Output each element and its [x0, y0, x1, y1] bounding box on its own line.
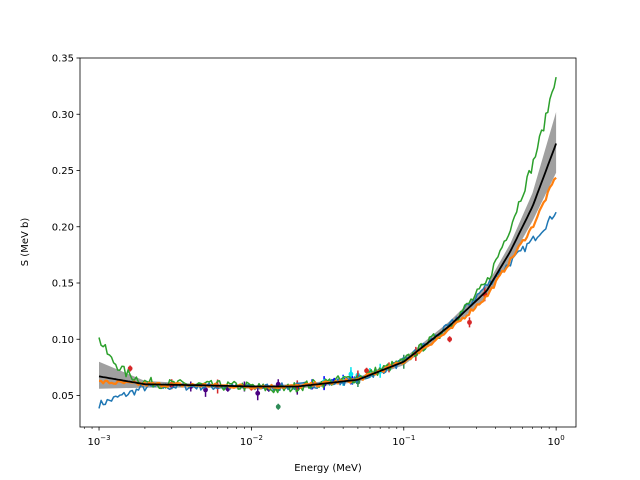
plot-content	[98, 76, 557, 410]
y-tick-label: 0.35	[52, 54, 74, 65]
y-tick-label: 0.25	[52, 166, 74, 177]
data-point	[447, 336, 453, 342]
y-tick-label: 0.20	[52, 222, 74, 233]
y-tick-label: 0.05	[52, 391, 74, 402]
series-line-4	[98, 143, 557, 388]
data-point	[275, 404, 281, 410]
data-point	[127, 366, 133, 371]
y-tick-label: 0.30	[52, 110, 74, 121]
data-point	[203, 387, 208, 393]
y-tick-label: 0.15	[52, 279, 74, 290]
y-axis-label: S (MeV b)	[20, 218, 31, 267]
y-tick-label: 0.10	[52, 335, 74, 346]
data-point	[348, 371, 354, 377]
data-point	[255, 390, 261, 396]
plot-frame	[79, 57, 577, 428]
data-point	[467, 319, 472, 325]
x-axis-label: Energy (MeV)	[294, 463, 362, 474]
series-line-3	[98, 176, 557, 390]
data-point	[364, 368, 369, 374]
